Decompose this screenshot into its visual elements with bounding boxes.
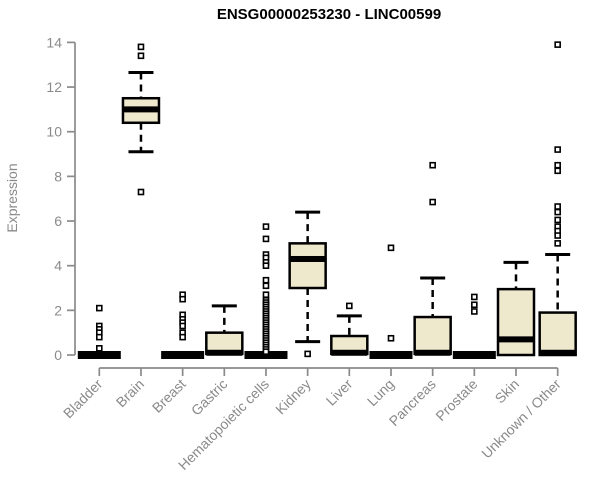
- collapsed-box: [452, 351, 496, 359]
- y-tick-label-12: 12: [46, 79, 62, 95]
- box-gastric: [205, 304, 244, 356]
- y-tick-label-6: 6: [54, 213, 62, 229]
- outlier-point: [137, 43, 145, 51]
- outlier-point: [304, 350, 311, 358]
- iqr-box: [496, 287, 536, 357]
- outlier-point: [137, 188, 145, 196]
- chart-title: ENSG00000253230 - LINC00599: [217, 6, 441, 23]
- outlier-point: [346, 302, 353, 310]
- outlier-point: [554, 208, 561, 216]
- outlier-point: [179, 295, 186, 303]
- box-kidney: [288, 210, 327, 358]
- outlier-point: [179, 322, 186, 330]
- box-hematopoietic-cells: [244, 223, 288, 359]
- outlier-point: [179, 333, 186, 341]
- outlier-point: [554, 216, 561, 224]
- outlier-point: [262, 291, 270, 299]
- y-tick-label-2: 2: [54, 302, 62, 318]
- box-brain: [121, 43, 161, 196]
- box-lung: [369, 244, 413, 359]
- outlier-point: [471, 293, 478, 301]
- y-tick-label-0: 0: [54, 347, 62, 363]
- box-skin: [496, 260, 536, 357]
- y-tick-label-8: 8: [54, 168, 62, 184]
- outlier-point: [387, 244, 395, 252]
- outlier-point: [262, 282, 270, 290]
- outlier-point: [429, 198, 436, 206]
- outlier-point: [262, 223, 270, 230]
- median-line: [122, 106, 159, 113]
- iqr-box: [538, 311, 577, 357]
- y-tick-label-10: 10: [46, 124, 62, 140]
- outlier-point: [96, 304, 103, 312]
- median-line: [331, 349, 368, 356]
- collapsed-box: [161, 351, 205, 359]
- outlier-point: [429, 161, 436, 169]
- x-tick-label-prostate: Prostate: [432, 376, 480, 424]
- outlier-point: [554, 167, 561, 175]
- outlier-point: [137, 52, 145, 60]
- outlier-point: [554, 146, 561, 153]
- median-line: [539, 349, 576, 356]
- outlier-point: [554, 203, 561, 210]
- outlier-point: [471, 308, 478, 315]
- box-prostate: [452, 293, 496, 359]
- outlier-point: [554, 240, 561, 247]
- y-axis-label: Expression: [4, 163, 20, 232]
- outlier-point: [387, 334, 395, 342]
- median-line: [498, 336, 534, 343]
- outlier-point: [96, 345, 103, 352]
- median-line: [414, 349, 451, 356]
- box-liver: [330, 302, 369, 356]
- box-breast: [161, 291, 205, 359]
- collapsed-box: [369, 351, 413, 359]
- y-tick-label-4: 4: [54, 258, 62, 274]
- outlier-point: [554, 232, 561, 239]
- outlier-point: [262, 276, 270, 284]
- x-tick-label-kidney: Kidney: [272, 376, 314, 418]
- outlier-point: [262, 235, 270, 243]
- outlier-point: [262, 262, 270, 269]
- x-tick-label-breast: Breast: [149, 376, 189, 416]
- x-tick-label-unknown-other: Unknown / Other: [478, 376, 564, 462]
- collapsed-box: [77, 351, 121, 359]
- median-line: [206, 349, 243, 356]
- plot-area: [77, 41, 577, 359]
- x-tick-label-lung: Lung: [364, 376, 397, 409]
- y-tick-label-14: 14: [46, 34, 62, 50]
- outlier-point: [471, 301, 478, 309]
- box-bladder: [77, 304, 121, 359]
- outlier-point: [262, 348, 270, 355]
- box-unknown-other: [538, 41, 577, 357]
- median-line: [289, 255, 326, 262]
- x-tick-label-skin: Skin: [492, 376, 523, 407]
- box-pancreas: [413, 161, 452, 356]
- iqr-box: [288, 242, 327, 290]
- outlier-point: [96, 333, 103, 341]
- outlier-point: [554, 161, 561, 169]
- iqr-box: [413, 315, 452, 356]
- collapsed-box: [244, 351, 288, 359]
- x-tick-label-bladder: Bladder: [60, 376, 106, 422]
- x-tick-label-liver: Liver: [323, 376, 356, 409]
- x-tick-label-brain: Brain: [113, 376, 147, 410]
- outlier-point: [554, 41, 561, 48]
